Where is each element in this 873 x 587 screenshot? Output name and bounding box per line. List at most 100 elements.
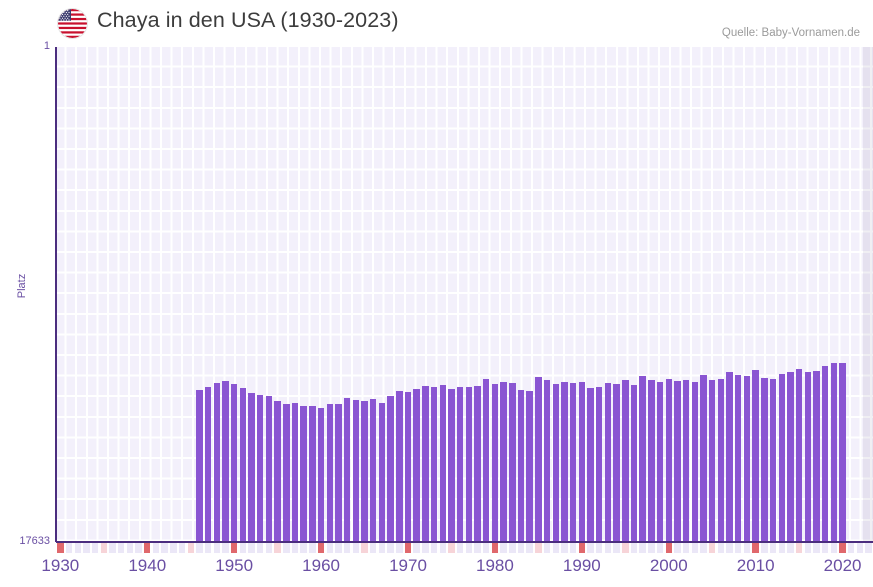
bar-1987 [552, 384, 559, 542]
bar-1978 [474, 386, 481, 542]
source-note: Quelle: Baby-Vornamen.de [721, 27, 860, 39]
x-tick-1932 [74, 543, 81, 553]
x-tick-1984 [526, 543, 533, 553]
bar-1998 [648, 380, 655, 542]
x-tick-1940 [144, 543, 151, 553]
bar-1953 [257, 395, 264, 542]
x-axis-label-2000: 2000 [649, 556, 688, 575]
x-axis-line [56, 541, 873, 543]
bar-2017 [813, 371, 820, 542]
x-tick-1961 [326, 543, 333, 553]
x-tick-1934 [91, 543, 99, 553]
x-tick-1986 [543, 543, 551, 553]
bar-2020 [839, 363, 846, 542]
bar-1974 [439, 385, 446, 542]
bar-2002 [682, 380, 690, 542]
bar-1956 [283, 404, 290, 542]
bar-1948 [213, 383, 220, 542]
bar-2009 [743, 376, 751, 542]
bar-1958 [300, 406, 307, 542]
x-tick-1939 [135, 543, 142, 553]
x-tick-1978 [474, 543, 481, 553]
x-tick-1931 [65, 543, 73, 553]
x-tick-2015 [795, 543, 803, 553]
x-tick-1958 [300, 543, 307, 553]
x-tick-1956 [283, 543, 290, 553]
bar-1966 [370, 399, 377, 542]
x-tick-1938 [126, 543, 134, 553]
x-tick-1964 [352, 543, 360, 553]
x-tick-1999 [656, 543, 664, 553]
bar-2015 [795, 369, 803, 542]
x-tick-2013 [778, 543, 785, 553]
bar-1995 [622, 380, 629, 542]
x-tick-2016 [804, 543, 812, 553]
bar-2003 [691, 382, 699, 542]
x-tick-1979 [483, 543, 490, 553]
x-axis-label-1960: 1960 [302, 556, 340, 575]
bar-2012 [769, 379, 777, 542]
bar-1973 [430, 387, 438, 542]
bar-1979 [483, 379, 490, 542]
bar-1971 [413, 389, 420, 542]
x-tick-1987 [552, 543, 559, 553]
bar-1997 [639, 376, 646, 542]
bar-1957 [291, 403, 299, 542]
bar-2010 [752, 370, 759, 542]
x-tick-2012 [769, 543, 777, 553]
x-tick-1948 [213, 543, 220, 553]
bar-1982 [509, 383, 516, 542]
x-tick-1949 [222, 543, 229, 553]
bar-1991 [587, 388, 594, 542]
x-tick-1981 [500, 543, 507, 553]
x-tick-2011 [761, 543, 768, 553]
bar-1961 [326, 404, 333, 542]
bar-2013 [778, 374, 785, 542]
x-tick-1943 [170, 543, 177, 553]
bar-1993 [604, 383, 612, 542]
bar-2001 [674, 381, 681, 542]
bar-2011 [761, 378, 768, 542]
x-tick-1936 [109, 543, 116, 553]
x-tick-1988 [561, 543, 568, 553]
x-tick-1950 [230, 543, 238, 553]
x-tick-1930 [57, 543, 64, 553]
bar-1996 [630, 385, 638, 542]
x-tick-2008 [735, 543, 742, 553]
x-tick-1980 [491, 543, 499, 553]
bar-1970 [404, 392, 412, 542]
x-tick-2019 [830, 543, 838, 553]
x-tick-1935 [100, 543, 107, 553]
x-tick-2007 [726, 543, 733, 553]
x-tick-1965 [361, 543, 368, 553]
x-tick-1997 [639, 543, 646, 553]
y-axis-line [55, 47, 57, 542]
x-axis-label-2020: 2020 [823, 556, 862, 575]
x-tick-1994 [613, 543, 620, 553]
x-tick-1937 [117, 543, 125, 553]
x-tick-2004 [700, 543, 707, 553]
bar-1963 [343, 398, 351, 542]
x-axis-labels: 1930 1940 1950 1960 1970 1980 1990 2000 2010 2020 [0, 556, 873, 584]
bar-1946 [196, 390, 203, 542]
page-title: Chaya in den USA (1930-2023) [97, 8, 399, 32]
x-tick-2003 [691, 543, 699, 553]
x-axis-label-1950: 1950 [215, 556, 254, 575]
x-tick-1989 [569, 543, 577, 553]
x-tick-2018 [821, 543, 829, 553]
x-tick-1947 [204, 543, 212, 553]
x-tick-2006 [717, 543, 725, 553]
x-tick-2021 [848, 543, 855, 553]
y-axis-tick-bottom: 17633 [19, 535, 50, 547]
bar-1954 [265, 396, 273, 542]
x-tick-1971 [413, 543, 420, 553]
bar-1965 [361, 401, 368, 542]
x-tick-1954 [265, 543, 273, 553]
x-tick-2005 [708, 543, 716, 553]
chart-header: Chaya in den USA (1930-2023) Quelle: Bab… [0, 0, 873, 46]
bar-1950 [230, 384, 238, 542]
bar-2000 [665, 379, 672, 542]
bar-1947 [204, 387, 212, 542]
x-tick-2010 [752, 543, 759, 553]
